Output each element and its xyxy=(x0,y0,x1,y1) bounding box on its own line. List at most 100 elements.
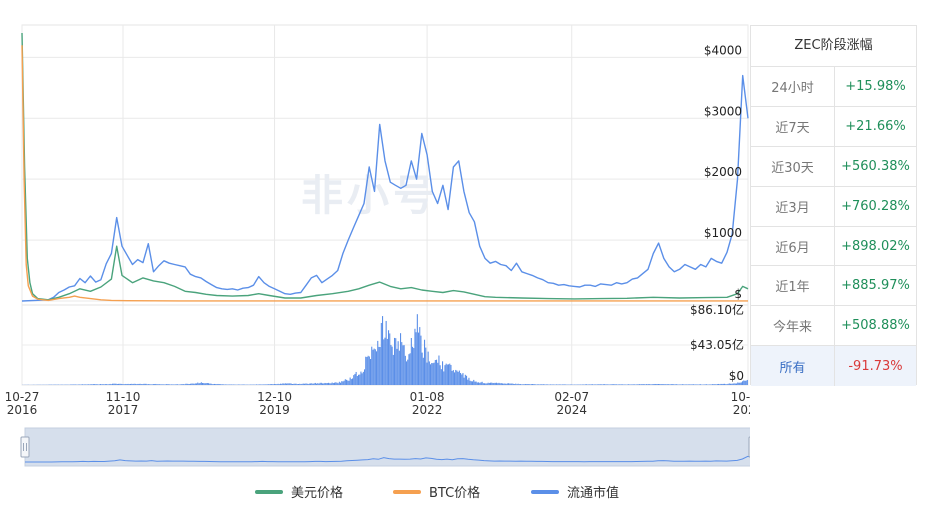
series-line-流通市值 xyxy=(21,74,749,302)
volume-bar xyxy=(508,383,510,385)
navigator-handle[interactable] xyxy=(20,436,30,458)
volume-bar xyxy=(194,383,196,385)
volume-bar xyxy=(358,374,360,385)
volume-bar xyxy=(486,383,488,385)
volume-bar xyxy=(600,384,602,385)
x-tick-label: 11-10 xyxy=(106,390,141,404)
series-line-BTC价格 xyxy=(21,45,748,302)
period-row[interactable]: 所有 -91.73% xyxy=(751,346,916,387)
period-label: 24小时 xyxy=(751,67,835,106)
volume-bar xyxy=(499,383,501,385)
volume-bar xyxy=(186,383,188,385)
volume-bar xyxy=(556,384,558,385)
volume-bar xyxy=(241,384,243,385)
volume-bar xyxy=(617,384,619,385)
watermark: 非小号 xyxy=(301,171,439,220)
volume-bar xyxy=(677,384,679,385)
volume-bar xyxy=(570,384,572,385)
volume-bar xyxy=(745,380,747,385)
volume-bar xyxy=(110,384,112,385)
legend-label: 流通市值 xyxy=(567,486,620,501)
volume-bar xyxy=(367,355,369,385)
volume-bar xyxy=(679,384,681,385)
volume-bar xyxy=(328,382,330,385)
volume-bar xyxy=(372,349,374,385)
volume-bar xyxy=(106,384,108,385)
volume-bar xyxy=(412,346,414,385)
navigator-handle[interactable] xyxy=(748,436,750,458)
period-label: 近30天 xyxy=(751,146,835,186)
period-row[interactable]: 近6月 +898.02% xyxy=(751,226,916,267)
period-change-value: +885.97% xyxy=(841,278,910,294)
volume-bar xyxy=(130,383,132,385)
period-row[interactable]: 近1年 +885.97% xyxy=(751,266,916,307)
volume-bar xyxy=(434,359,436,385)
volume-bar xyxy=(524,383,526,385)
volume-bar xyxy=(646,384,648,385)
volume-bar xyxy=(691,384,693,385)
volume-bar xyxy=(640,384,642,385)
volume-bar xyxy=(496,382,498,385)
volume-bar xyxy=(266,384,268,385)
volume-bar xyxy=(163,384,165,385)
volume-bar xyxy=(409,353,411,385)
volume-bar xyxy=(204,383,206,385)
volume-bar xyxy=(329,383,331,385)
volume-bar xyxy=(284,383,286,385)
volume-bar xyxy=(670,384,672,385)
volume-bar xyxy=(652,384,654,385)
period-label: 近6月 xyxy=(751,226,835,266)
volume-bar xyxy=(269,384,271,385)
volume-bar xyxy=(90,384,92,385)
volume-bar xyxy=(480,382,482,385)
volume-bar xyxy=(726,384,728,385)
volume-bar xyxy=(462,373,464,385)
volume-bar xyxy=(223,384,225,385)
period-row[interactable]: 近30天 +560.38% xyxy=(751,146,916,187)
volume-bar xyxy=(109,383,111,385)
legend-item[interactable]: BTC价格 xyxy=(393,482,480,501)
volume-bar xyxy=(599,384,601,385)
volume-bar xyxy=(582,384,584,385)
volume-bar xyxy=(612,384,614,385)
volume-bar xyxy=(425,347,427,385)
volume-bar xyxy=(720,383,722,385)
volume-bar xyxy=(364,369,366,385)
legend-item[interactable]: 流通市值 xyxy=(531,482,619,501)
period-row[interactable]: 近3月 +760.28% xyxy=(751,186,916,227)
period-label: 所有 xyxy=(751,346,835,387)
x-tick-year-label: 2017 xyxy=(108,403,139,417)
volume-bar xyxy=(242,384,244,385)
volume-bar xyxy=(173,384,175,385)
navigator-track xyxy=(24,427,750,467)
period-row[interactable]: 今年来 +508.88% xyxy=(751,306,916,347)
volume-bar xyxy=(564,384,566,385)
volume-bar xyxy=(481,381,483,385)
period-change-value: +21.66% xyxy=(845,118,906,134)
x-tick-year-label: 2022 xyxy=(412,403,443,417)
legend-item[interactable]: 美元价格 xyxy=(255,482,343,501)
volume-bar xyxy=(728,383,730,385)
volume-bar xyxy=(362,371,364,385)
volume-bar xyxy=(457,371,459,385)
volume-bar xyxy=(511,383,513,385)
volume-bar xyxy=(82,384,84,385)
volume-bar xyxy=(373,348,375,385)
period-row[interactable]: 24小时 +15.98% xyxy=(751,67,916,107)
volume-bar xyxy=(396,348,398,385)
volume-bar xyxy=(304,383,306,385)
volume-bar xyxy=(414,328,416,385)
volume-bar xyxy=(127,383,129,385)
volume-bar xyxy=(608,384,610,385)
volume-bar xyxy=(542,384,544,385)
volume-bar xyxy=(392,354,394,385)
volume-bar xyxy=(112,383,114,385)
volume-bar xyxy=(212,384,214,385)
period-row[interactable]: 近7天 +21.66% xyxy=(751,106,916,147)
range-navigator[interactable] xyxy=(20,427,750,467)
volume-bar xyxy=(206,383,208,385)
volume-bar xyxy=(131,383,133,385)
volume-bar xyxy=(476,382,478,385)
volume-bar xyxy=(172,384,174,385)
volume-bar xyxy=(283,383,285,385)
